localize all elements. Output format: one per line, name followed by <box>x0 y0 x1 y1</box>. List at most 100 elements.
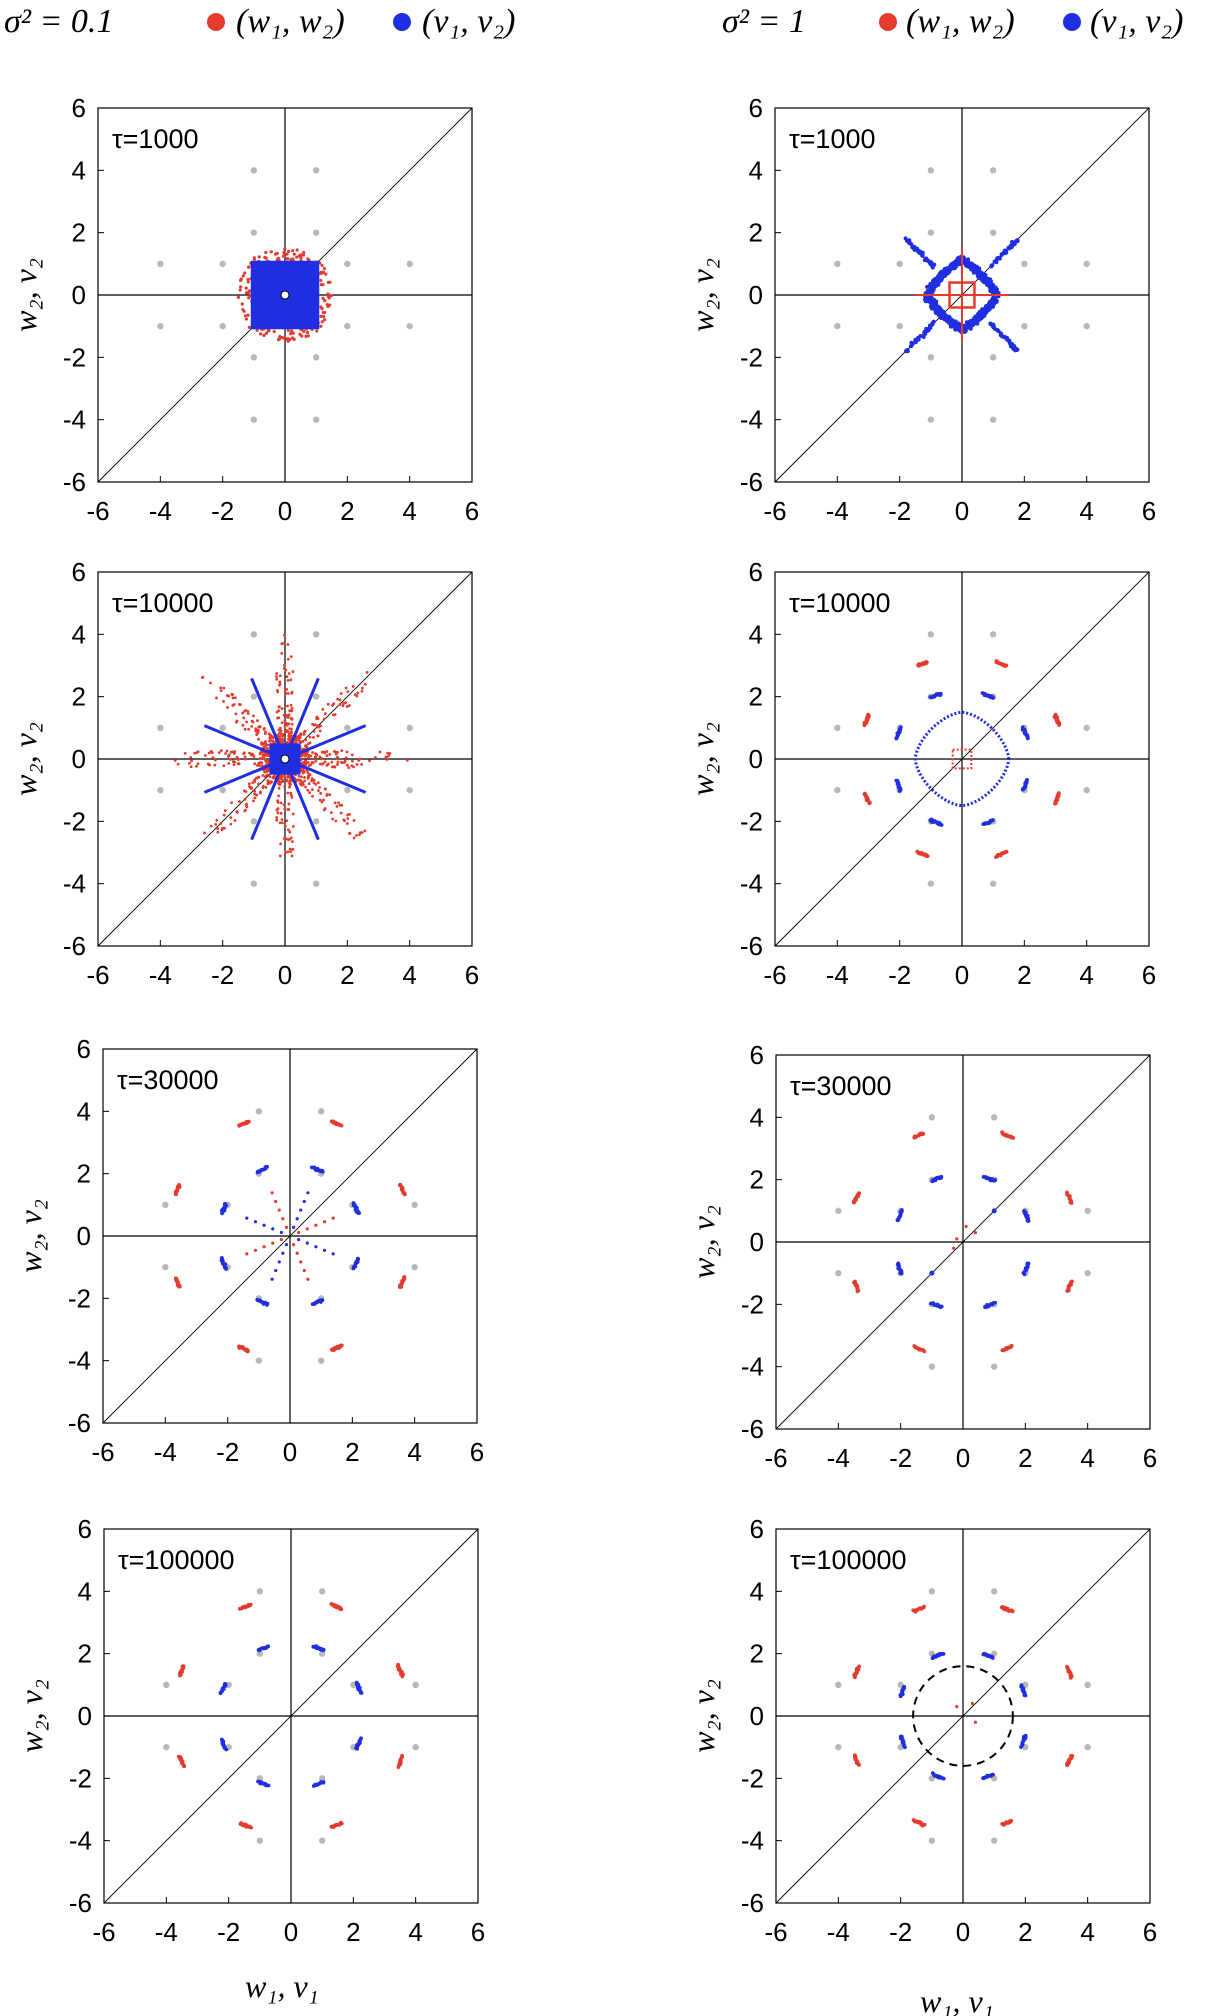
x-tick-label: 0 <box>284 1917 298 1947</box>
w-point <box>289 791 293 795</box>
w-point <box>213 763 217 767</box>
v-point <box>903 236 908 241</box>
w-point <box>339 811 343 815</box>
inner-point <box>305 1227 309 1231</box>
reference-point <box>318 1650 326 1657</box>
panel-s01-t1000: -6-6 -4 -4 -2 -2 0 0 2 2 4 4 6 6 w₂, v₂ τ=1000 <box>7 93 479 526</box>
inner-point <box>331 1216 335 1220</box>
w-point <box>322 798 325 802</box>
x-tick-label: 2 <box>340 960 354 990</box>
w-point <box>344 701 348 704</box>
inner-point <box>277 1208 281 1212</box>
inner-point <box>306 1277 310 1281</box>
w-point <box>345 750 349 754</box>
w-point <box>336 750 340 754</box>
w-point <box>268 739 271 743</box>
w-point <box>341 704 345 708</box>
inner-point <box>253 1248 258 1252</box>
reference-point <box>989 354 997 361</box>
w-point <box>310 788 314 791</box>
v-point <box>982 313 987 318</box>
v-point <box>936 307 941 312</box>
diagonal-line <box>775 1528 1151 1904</box>
x-tick-label: -4 <box>155 1917 178 1947</box>
reference-point <box>219 724 226 732</box>
x-axis-label-right: w₁, v₁ <box>920 1983 994 2016</box>
w-point <box>329 294 333 298</box>
reference-point <box>896 260 903 268</box>
v-point <box>266 1783 271 1788</box>
w-point <box>287 781 291 785</box>
w-point <box>183 752 187 755</box>
x-tick-label: 6 <box>465 496 479 526</box>
panel-s1-t100000: -6-6 -4 -4 -2 -2 0 0 2 2 4 4 6 6 w₂, v₂ τ=100000 <box>685 1514 1157 1947</box>
w-point <box>290 709 294 713</box>
v-point <box>1007 246 1012 251</box>
y-tick-label: -2 <box>68 1283 91 1313</box>
dashed-circle <box>912 1665 1014 1767</box>
x-tick-label: -6 <box>764 1917 787 1947</box>
w-point <box>331 817 335 821</box>
v-point <box>930 303 935 308</box>
diagonal-line <box>103 1528 479 1904</box>
w-point <box>306 771 310 775</box>
w-point <box>290 717 294 721</box>
w-point <box>363 682 367 686</box>
y-tick-label: -4 <box>69 1826 92 1856</box>
w-point <box>286 692 290 695</box>
reference-point <box>412 1743 419 1751</box>
x-tick-label: 6 <box>471 1917 485 1947</box>
y-tick-label: 0 <box>749 744 763 774</box>
reference-point <box>990 1114 998 1121</box>
w-point <box>252 799 255 803</box>
w-point <box>298 736 302 739</box>
w-point <box>285 819 289 823</box>
inner-point <box>331 1252 335 1256</box>
reference-point <box>157 322 164 330</box>
w-point <box>247 325 252 330</box>
w-point <box>285 252 289 256</box>
x-tick-label: 6 <box>1142 496 1156 526</box>
x-tick-label: -4 <box>827 1917 850 1947</box>
panel-s01-t10000: -6-6 -4 -4 -2 -2 0 0 2 2 4 4 6 6 w₂, v₂ τ=10000 <box>7 557 479 990</box>
panel-s1-t1000: -6-6 -4 -4 -2 -2 0 0 2 2 4 4 6 6 w₂, v₂ τ=1000 <box>684 93 1156 526</box>
w-point <box>316 781 320 785</box>
w-point <box>209 681 213 685</box>
v-point <box>922 297 927 302</box>
w-point <box>281 737 285 741</box>
v-point <box>938 315 943 320</box>
w-point <box>287 734 291 738</box>
tau-label: τ=1000 <box>112 124 199 154</box>
w-point <box>242 716 246 720</box>
inner-point <box>302 1199 306 1204</box>
y-tick-label: 0 <box>749 280 763 310</box>
w-point <box>287 808 291 811</box>
w-point <box>244 808 247 812</box>
x-tick-label: 6 <box>1143 1917 1157 1947</box>
w-point <box>222 699 225 703</box>
v-point <box>224 1267 228 1271</box>
w-point <box>290 706 294 710</box>
reference-point <box>255 1108 263 1115</box>
w-point <box>343 760 347 764</box>
w-point <box>269 250 273 254</box>
inner-point <box>955 1705 959 1709</box>
x-tick-label: -6 <box>86 960 109 990</box>
v-point <box>311 1644 316 1649</box>
w-point <box>300 334 304 338</box>
w-point <box>279 801 283 805</box>
w-point <box>250 725 254 728</box>
w-point <box>258 332 263 336</box>
v-point <box>977 276 982 281</box>
w-point <box>330 760 334 764</box>
w-point <box>282 713 286 717</box>
reference-point <box>219 260 226 268</box>
y-tick-label: -4 <box>63 405 86 435</box>
inner-point <box>314 1223 318 1227</box>
w-point <box>231 703 235 707</box>
w-point <box>277 786 281 790</box>
reference-point <box>835 1207 842 1215</box>
w-point <box>271 736 275 740</box>
w-point <box>278 680 282 684</box>
